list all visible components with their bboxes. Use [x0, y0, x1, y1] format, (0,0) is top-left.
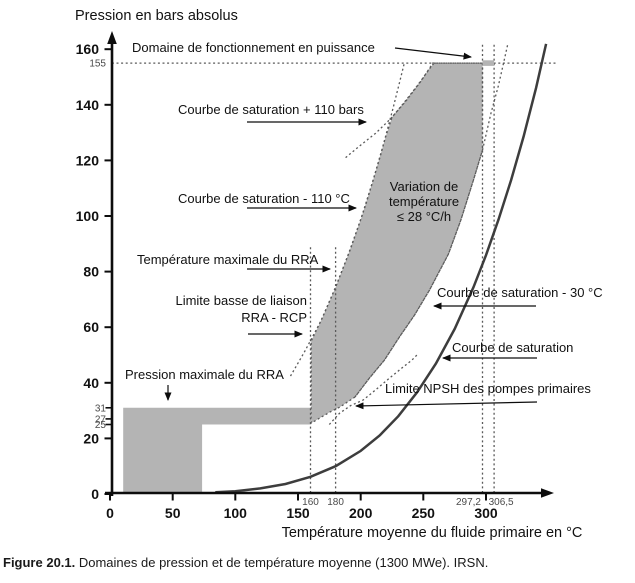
y-minor-tick-label: 155: [89, 59, 106, 70]
y-tick-label: 80: [83, 264, 99, 280]
label-sat-plus110: Courbe de saturation + 110 bars: [178, 102, 364, 117]
y-tick-label: 160: [76, 41, 100, 57]
y-minor-tick-label: 31: [95, 403, 107, 414]
y-tick-label: 140: [76, 97, 100, 113]
y-minor-tick-label: 25: [95, 420, 107, 431]
x-tick-label: 150: [286, 505, 310, 521]
label-rra-pmax: Pression maximale du RRA: [125, 367, 284, 382]
label-saturation: Courbe de saturation: [452, 340, 573, 355]
x-minor-tick-label: 180: [327, 497, 344, 508]
label-variation-line1: Variation de: [390, 179, 458, 194]
x-minor-tick-label: 160: [302, 497, 319, 508]
y-tick-label: 40: [83, 375, 99, 391]
x-tick-label: 300: [474, 505, 498, 521]
x-tick-label: 250: [412, 505, 436, 521]
label-variation-line3: ≤ 28 °C/h: [397, 209, 451, 224]
y-tick-label: 120: [76, 152, 100, 168]
power-operation-segment: [482, 60, 495, 66]
label-rra-tmax: Température maximale du RRA: [137, 252, 319, 267]
x-axis-arrowhead-icon: [541, 488, 554, 498]
label-liaison-line2: RRA - RCP: [241, 310, 307, 325]
y-tick-label: 0: [91, 486, 99, 502]
label-sat-minus110: Courbe de saturation - 110 °C: [178, 191, 350, 206]
npsh-limit-curve: [328, 353, 419, 425]
label-sat-minus30: Courbe de saturation - 30 °C: [437, 285, 603, 300]
x-axis-title: Température moyenne du fluide primaire e…: [282, 525, 583, 541]
axes: [105, 31, 554, 498]
arrow-npsh: [355, 401, 538, 410]
x-tick-label: 200: [349, 505, 373, 521]
y-minor-tick-label: 27: [95, 414, 107, 425]
label-variation-line2: température: [389, 194, 459, 209]
x-tick-label: 100: [224, 505, 248, 521]
figure-caption-label: Figure 20.1.: [3, 555, 75, 570]
y-axis-title: Pression en bars absolus: [75, 8, 238, 24]
x-tick-label: 50: [165, 505, 181, 521]
y-tick-label: 60: [83, 319, 99, 335]
annotations: Domaine de fonctionnement en puissance C…: [125, 40, 603, 410]
saturation-minus-30C-curve: [354, 43, 509, 398]
arrow-power-domain: [394, 47, 472, 60]
x-minor-tick-label: 306,5: [489, 497, 514, 508]
label-liaison-line1: Limite basse de liaison: [175, 293, 307, 308]
saturation-plus-110-bars-curve: [345, 61, 434, 159]
label-power-domain: Domaine de fonctionnement en puissance: [132, 40, 375, 55]
figure-caption: Figure 20.1. Domaines de pression et de …: [3, 555, 488, 570]
y-tick-label: 100: [76, 208, 100, 224]
y-tick-label: 20: [83, 430, 99, 446]
y-axis-arrowhead-icon: [107, 31, 117, 44]
label-npsh: Limite NPSH des pompes primaires: [385, 381, 591, 396]
operating-domain-region: [310, 62, 484, 425]
x-minor-tick-label: 297,2: [456, 497, 481, 508]
rra-region: [123, 407, 312, 494]
x-tick-label: 0: [106, 505, 114, 521]
chart-layer: 0 50 100 150 200 250 300 160 180 297,2 306,5 0 20 40 6…: [76, 41, 557, 521]
saturation-curve: [215, 43, 548, 494]
figure-caption-text: Domaines de pression et de température m…: [75, 555, 488, 570]
